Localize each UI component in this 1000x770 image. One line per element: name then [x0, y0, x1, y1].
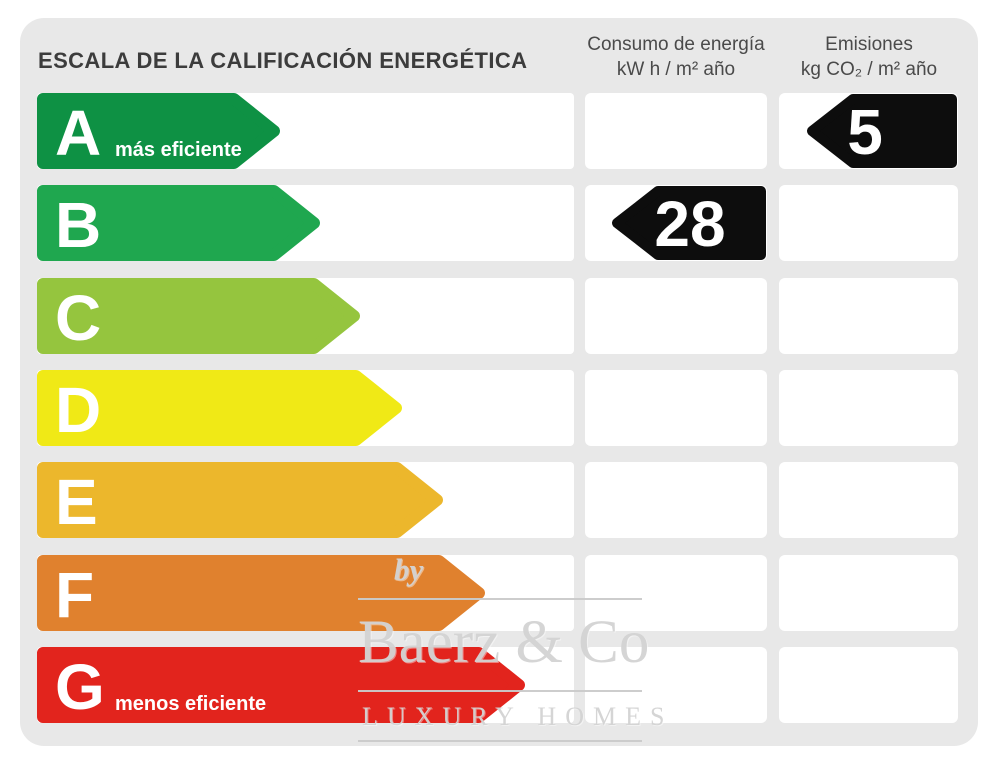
consumo-cell: [585, 462, 767, 538]
rating-row-b: B 28: [0, 185, 1000, 261]
rating-row-g: G menos eficiente: [0, 647, 1000, 723]
consumo-cell: [585, 278, 767, 354]
watermark-brand: Baerz & Co: [358, 609, 650, 676]
rating-letter: G: [55, 651, 105, 723]
emisiones-cell: [779, 647, 958, 723]
rating-arrow-g: [37, 647, 525, 723]
rating-row-f: F: [0, 555, 1000, 631]
consumo-cell: [585, 93, 767, 169]
rating-arrow-e: [37, 462, 443, 538]
emisiones-cell: [779, 462, 958, 538]
consumo-header-line2: kW h / m² año: [616, 59, 736, 80]
rating-arrow-f: [37, 555, 485, 631]
emisiones-value: 5: [847, 96, 883, 168]
column-header-consumo: Consumo de energía kW h / m² año: [575, 32, 777, 82]
consumo-cell: [585, 555, 767, 631]
baerz-watermark: by Baerz & Co LUXURY HOMES: [358, 552, 664, 748]
watermark-divider: [358, 598, 642, 600]
rating-letter: D: [55, 374, 102, 446]
watermark-divider: [358, 690, 642, 692]
page-title: ESCALA DE LA CALIFICACIÓN ENERGÉTICA: [38, 48, 528, 73]
watermark-divider: [358, 740, 642, 742]
consumo-header-line1: Consumo de energía: [587, 34, 765, 55]
rating-letter: E: [55, 466, 98, 538]
consumo-cell: [585, 370, 767, 446]
column-header-emisiones: Emisiones kg CO₂ / m² año: [769, 32, 969, 82]
most-efficient-label: más eficiente: [115, 139, 242, 161]
rating-arrow-a: [37, 93, 280, 169]
rating-letter: B: [55, 189, 102, 261]
emisiones-value-arrow: [807, 94, 957, 168]
emisiones-header-line1: Emisiones: [825, 34, 913, 55]
emisiones-cell: [779, 185, 958, 261]
rating-letter: C: [55, 282, 102, 354]
rating-row-a: A más eficiente 5: [0, 93, 1000, 169]
rating-letter: F: [55, 559, 95, 631]
consumo-value: 28: [654, 188, 726, 260]
rating-arrow-b: [37, 185, 320, 261]
watermark-tagline: LUXURY HOMES: [362, 702, 674, 731]
rating-arrow-c: [37, 278, 360, 354]
rating-arrow-d: [37, 370, 402, 446]
rating-letter: A: [55, 97, 102, 169]
least-efficient-label: menos eficiente: [115, 693, 267, 715]
watermark-by: by: [394, 552, 424, 587]
consumo-cell: [585, 647, 767, 723]
rating-row-d: D: [0, 370, 1000, 446]
rating-row-e: E: [0, 462, 1000, 538]
emisiones-cell: [779, 278, 958, 354]
emisiones-cell: [779, 370, 958, 446]
consumo-value-arrow: [612, 186, 766, 260]
rating-row-c: C: [0, 278, 1000, 354]
emisiones-header-line2: kg CO₂ / m² año: [800, 59, 938, 80]
emisiones-cell: [779, 555, 958, 631]
